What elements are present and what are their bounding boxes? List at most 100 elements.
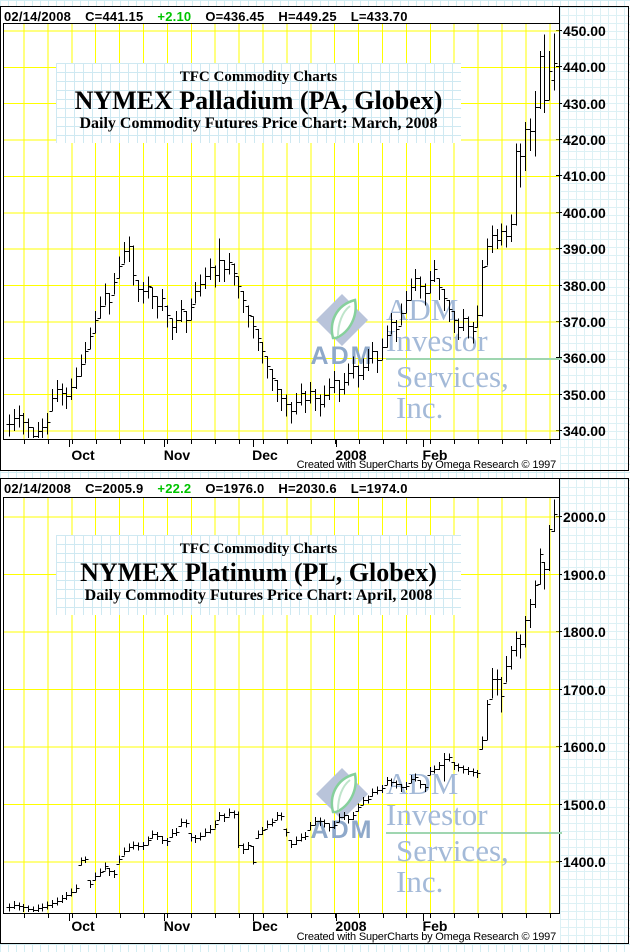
y-axis-tick-label: 1800.0 (556, 624, 606, 640)
y-axis-tick-label: 370.00 (556, 313, 606, 330)
x-axis-minor-tick (335, 914, 336, 918)
x-axis-minor-tick (96, 440, 97, 444)
x-axis-minor-tick (502, 914, 503, 918)
platinum-chart-panel: 02/14/2008 C=2005.9 +22.2 O=1976.0 H=2030.6 L… (0, 478, 629, 944)
quote-date: 02/14/2008 (4, 481, 72, 496)
x-axis-month-tick (253, 914, 254, 921)
quote-change: +2.10 (157, 9, 192, 24)
title-card: TFC Commodity Charts NYMEX Palladium (PA… (56, 63, 461, 143)
chart-title: NYMEX Palladium (PA, Globex) (74, 86, 443, 115)
palladium-chart-panel: 02/14/2008 C=441.15 +2.10 O=436.45 H=449.25 L… (0, 6, 629, 471)
x-axis-minor-tick (383, 914, 384, 918)
x-axis-minor-tick (215, 440, 216, 444)
x-axis-minor-tick (526, 914, 527, 918)
y-axis-tick-label: 400.00 (556, 204, 606, 221)
x-axis-minor-tick (478, 914, 479, 918)
x-axis-minor-tick (239, 440, 240, 444)
axis-divider (559, 479, 560, 497)
x-axis-minor-tick (191, 914, 192, 918)
price-bars (6, 33, 558, 438)
x-axis-minor-tick (430, 440, 431, 444)
quote-change: +22.2 (157, 481, 192, 496)
x-axis-minor-tick (215, 914, 216, 918)
x-axis-minor-tick (263, 440, 264, 444)
y-axis-tick-label: 1700.0 (556, 681, 606, 698)
x-axis-month-tick (423, 914, 424, 921)
watermark-company-name: ADM Investor Services, Inc. (386, 768, 562, 897)
x-axis-minor-tick (48, 440, 49, 444)
axis-divider (559, 7, 560, 23)
y-axis-tick-label: 1400.0 (556, 854, 606, 870)
x-axis-minor-tick (263, 914, 264, 918)
x-axis-minor-tick (239, 914, 240, 918)
x-axis-label: Oct (71, 918, 95, 934)
quote-close: C=2005.9 (85, 481, 144, 496)
watermark-company-name: ADM Investor Services, Inc. (386, 294, 562, 423)
x-axis-minor-tick (287, 440, 288, 444)
x-axis-month-tick (336, 440, 337, 447)
y-axis-tick-label: 380.00 (556, 277, 606, 294)
y-axis-tick-label: 1900.0 (556, 566, 606, 583)
x-axis-minor-tick (72, 440, 73, 444)
quote-header: 02/14/2008 C=2005.9 +22.2 O=1976.0 H=2030.6 L… (4, 481, 422, 496)
x-axis-minor-tick (359, 914, 360, 918)
x-axis-month-tick (69, 440, 70, 447)
x-axis-month-tick (423, 440, 424, 447)
x-axis-minor-tick (406, 914, 407, 918)
chart-subtitle: Daily Commodity Futures Price Chart: Mar… (79, 115, 438, 132)
x-axis-month-tick (253, 440, 254, 447)
x-axis-minor-tick (526, 440, 527, 444)
y-axis-tick-label: 440.00 (556, 59, 606, 76)
x-axis-minor-tick (550, 914, 551, 918)
y-axis-tick-label: 450.00 (556, 23, 606, 39)
x-axis-minor-tick (72, 914, 73, 918)
x-axis-minor-tick (359, 440, 360, 444)
credit-line: Created with SuperCharts by Omega Resear… (296, 931, 557, 943)
x-axis-minor-tick (120, 914, 121, 918)
chart-title: NYMEX Platinum (PL, Globex) (80, 558, 437, 587)
y-axis-tick-label: 1500.0 (556, 796, 606, 813)
x-axis-minor-tick (96, 914, 97, 918)
x-axis-minor-tick (406, 440, 407, 444)
chart-subtitle: Daily Commodity Futures Price Chart: Apr… (84, 587, 433, 604)
x-axis-label: Feb (422, 918, 448, 934)
watermark-line1: ADM Investor (386, 768, 562, 834)
quote-date: 02/14/2008 (4, 9, 72, 24)
quote-high: H=449.25 (278, 9, 337, 24)
quote-low: L=433.70 (350, 9, 408, 24)
watermark-line2: Services, Inc. (396, 359, 509, 425)
y-axis-tick-label: 350.00 (556, 386, 606, 403)
x-axis-label: Dec (252, 918, 278, 934)
x-axis-minor-tick (24, 914, 25, 918)
quote-open: O=436.45 (205, 9, 265, 24)
x-axis-minor-tick (48, 914, 49, 918)
y-axis-tick-label: 410.00 (556, 168, 606, 185)
y-axis-tick-label: 420.00 (556, 132, 606, 149)
x-axis-label: Oct (71, 447, 95, 463)
x-axis-minor-tick (311, 914, 312, 918)
x-axis-month-tick (164, 440, 165, 447)
x-axis-minor-tick (144, 914, 145, 918)
x-axis-month-tick (336, 914, 337, 921)
x-axis-minor-tick (454, 914, 455, 918)
x-axis-month-tick (164, 914, 165, 921)
x-axis-month-tick (69, 914, 70, 921)
x-axis-minor-tick (383, 440, 384, 444)
watermark: ADM ADM Investor Services, Inc. (300, 292, 562, 423)
x-axis-minor-tick (144, 440, 145, 444)
watermark-adm-text: ADM (310, 342, 374, 370)
x-axis-minor-tick (478, 440, 479, 444)
x-axis-label: Nov (163, 918, 191, 934)
quote-low: L=1974.0 (350, 481, 408, 496)
x-axis-minor-tick (24, 440, 25, 444)
quote-open: O=1976.0 (205, 481, 265, 496)
quote-header: 02/14/2008 C=441.15 +2.10 O=436.45 H=449.25 L… (4, 9, 422, 24)
x-axis-minor-tick (430, 914, 431, 918)
x-axis-minor-tick (550, 440, 551, 444)
x-axis-label: Feb (422, 447, 448, 463)
y-axis-tick-label: 2000.0 (556, 509, 606, 525)
x-axis-minor-tick (502, 440, 503, 444)
quote-high: H=2030.6 (278, 481, 337, 496)
watermark-line2: Services, Inc. (396, 833, 509, 899)
y-axis-column (560, 7, 628, 470)
